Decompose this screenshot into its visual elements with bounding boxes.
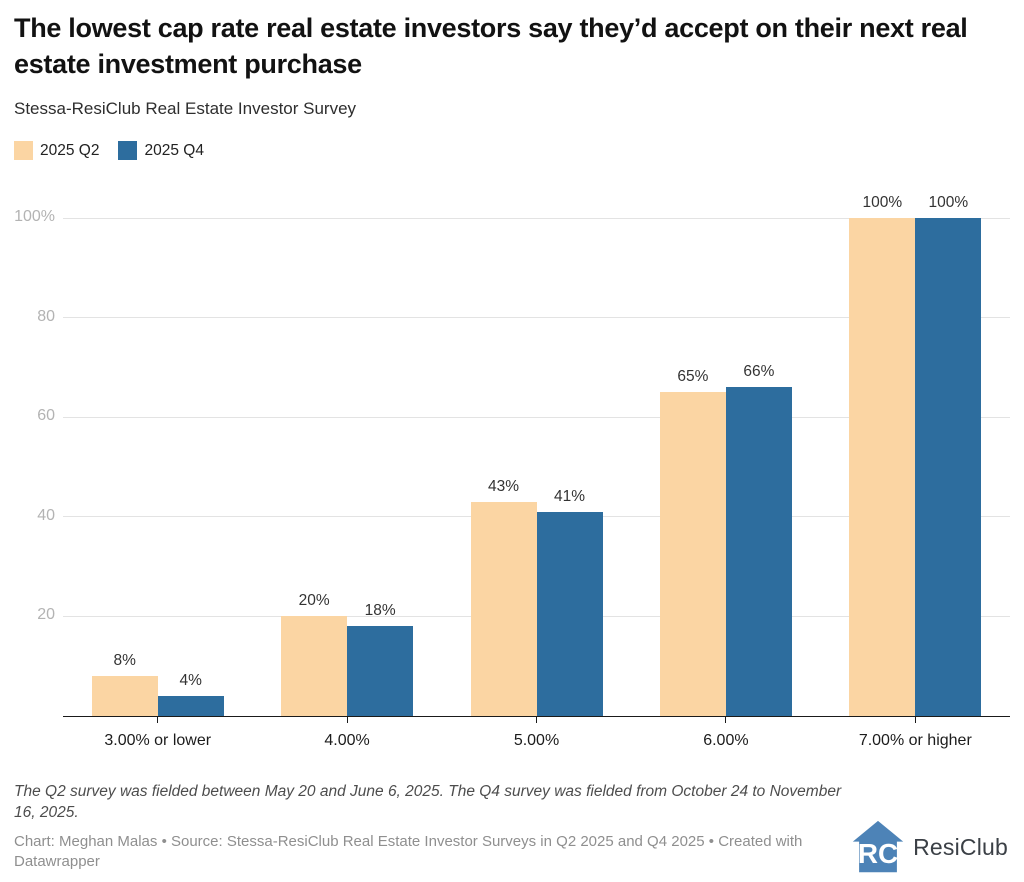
x-axis-tick bbox=[346, 716, 348, 723]
x-axis-tick bbox=[157, 716, 159, 723]
chart-header: The lowest cap rate real estate investor… bbox=[14, 10, 1004, 120]
legend-label: 2025 Q4 bbox=[144, 141, 204, 159]
resiclub-logo-text: ResiClub bbox=[913, 833, 1008, 860]
byline: Chart: Meghan Malas • Source: Stessa-Res… bbox=[14, 833, 803, 870]
bar-value-label: 100% bbox=[928, 194, 969, 211]
x-axis-category-label: 5.00% bbox=[513, 732, 560, 749]
bar-value-label: 4% bbox=[179, 672, 202, 690]
legend-swatch-q4 bbox=[118, 141, 138, 160]
chart-footer: The Q2 survey was fielded between May 20… bbox=[14, 781, 862, 872]
y-axis-tick-label: 40 bbox=[37, 506, 55, 524]
resiclub-logo[interactable]: RC ResiClub bbox=[851, 820, 1008, 874]
bar-2025-q4-7-00-or-higher[interactable] bbox=[915, 218, 982, 716]
x-axis-category-label: 7.00% or higher bbox=[858, 732, 972, 749]
bar-value-label: 66% bbox=[743, 363, 775, 381]
plot-area: 20 40 60 80 100% 8% 20% 43% 65% 100% 4% 18% 41% 66% 10… bbox=[14, 194, 1010, 749]
bar-2025-q2-5-00-[interactable] bbox=[470, 501, 537, 716]
legend-label: 2025 Q2 bbox=[40, 141, 100, 159]
gridline-60 bbox=[63, 416, 1010, 418]
gridline-100 bbox=[63, 217, 1010, 219]
svg-text:RC: RC bbox=[858, 838, 898, 869]
bar-2025-q4-4-00-[interactable] bbox=[347, 626, 414, 716]
bar-2025-q4-3-00-or-lower[interactable] bbox=[157, 696, 224, 716]
x-axis-tick bbox=[536, 716, 537, 723]
bar-value-label: 100% bbox=[862, 194, 903, 211]
bar-value-label: 41% bbox=[553, 487, 586, 505]
bar-2025-q2-4-00-[interactable] bbox=[281, 616, 348, 716]
footnote: The Q2 survey was fielded between May 20… bbox=[14, 783, 842, 821]
y-axis-tick-label: 60 bbox=[37, 407, 55, 425]
bar-value-label: 20% bbox=[298, 592, 330, 610]
chart-title: The lowest cap rate real estate investor… bbox=[14, 13, 968, 79]
bar-value-label: 43% bbox=[487, 477, 520, 495]
bar-2025-q4-6-00-[interactable] bbox=[725, 387, 792, 716]
bar-2025-q2-3-00-or-lower[interactable] bbox=[91, 676, 158, 716]
legend-item-2025-q2: 2025 Q2 bbox=[14, 141, 99, 160]
y-axis-tick-label: 100% bbox=[14, 208, 55, 225]
chart-subtitle: Stessa-ResiClub Real Estate Investor Sur… bbox=[14, 99, 357, 118]
x-axis-tick bbox=[725, 716, 727, 723]
bar-2025-q2-6-00-[interactable] bbox=[659, 392, 726, 716]
legend: 2025 Q2 2025 Q4 bbox=[14, 141, 204, 160]
y-axis-tick-label: 80 bbox=[37, 307, 55, 325]
y-axis-tick-label: 20 bbox=[37, 606, 55, 624]
bar-value-label: 18% bbox=[364, 602, 396, 620]
bar-2025-q2-7-00-or-higher[interactable] bbox=[849, 218, 916, 716]
x-axis-tick bbox=[914, 716, 916, 723]
gridline-80 bbox=[63, 317, 1010, 319]
x-axis-category-label: 3.00% or lower bbox=[104, 732, 212, 749]
resiclub-house-icon: RC bbox=[852, 820, 904, 873]
bar-2025-q4-5-00-[interactable] bbox=[536, 511, 603, 716]
bar-value-label: 8% bbox=[113, 652, 136, 670]
legend-swatch-q2 bbox=[14, 141, 33, 160]
x-axis-category-label: 4.00% bbox=[324, 732, 370, 749]
x-axis-category-label: 6.00% bbox=[703, 732, 749, 749]
bar-value-label: 65% bbox=[677, 368, 709, 386]
legend-item-2025-q4: 2025 Q4 bbox=[118, 141, 204, 160]
